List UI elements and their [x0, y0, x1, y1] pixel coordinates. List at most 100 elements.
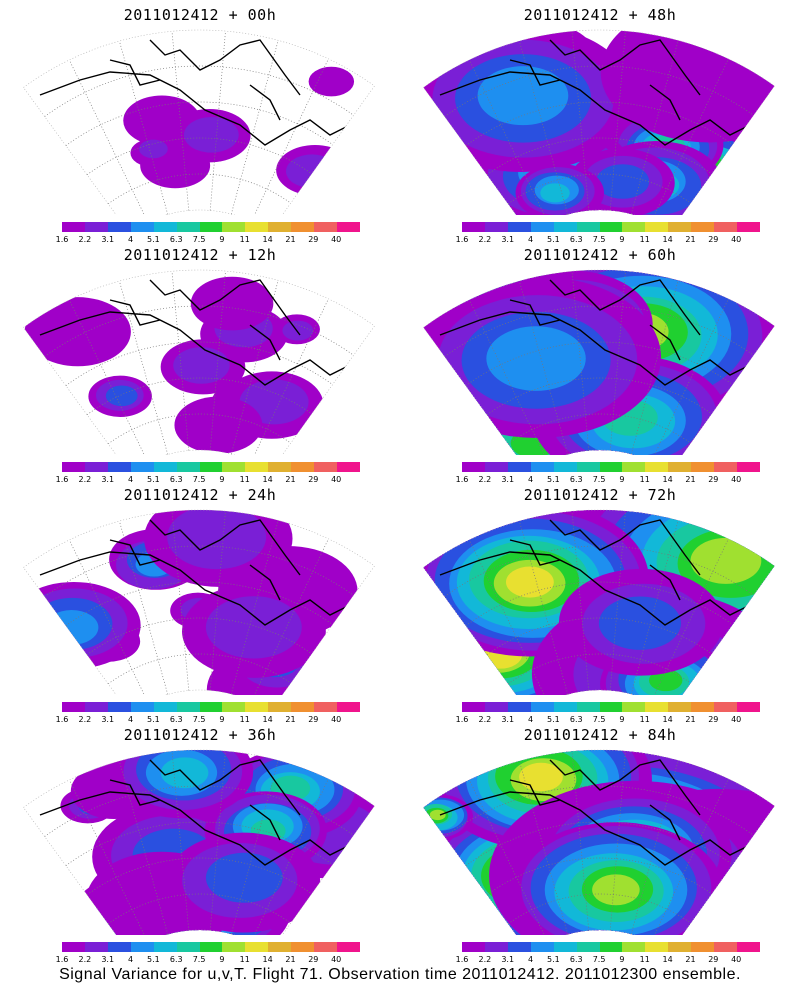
colorbar-label: 7.5: [592, 475, 606, 484]
colorbar: [462, 222, 760, 234]
colorbar-segment: [337, 942, 360, 952]
colorbar-segment: [199, 702, 223, 712]
colorbar-label: 40: [331, 475, 342, 484]
colorbar-label: 29: [708, 235, 719, 244]
colorbar-segment: [737, 222, 760, 232]
longitude-line: [630, 280, 679, 455]
variance-map: [23, 509, 375, 695]
colorbar-segment: [291, 942, 315, 952]
longitude-line: [171, 31, 190, 211]
colorbar: [62, 462, 360, 474]
colorbar-segment: [268, 702, 292, 712]
colorbar-label: 3.1: [101, 235, 115, 244]
longitude-line: [171, 271, 190, 451]
latitude-line: [486, 857, 712, 896]
colorbar-segment: [507, 462, 531, 472]
latitude-line: [465, 581, 733, 626]
longitude-line: [209, 31, 226, 211]
colorbar-label: 9: [219, 475, 225, 484]
colorbar-segment: [130, 702, 154, 712]
colorbar-label: 2.2: [78, 955, 92, 964]
variance-contour: [174, 396, 263, 454]
colorbar-labels: 1.6 2.2 3.1 4 5.1 6.3 7.5 9 11 14 21 29 40: [52, 955, 372, 967]
colorbar-segment: [553, 942, 577, 952]
colorbar-segment: [222, 222, 246, 232]
colorbar-segment: [268, 942, 292, 952]
longitude-line: [171, 751, 190, 931]
colorbar-label: 21: [685, 475, 696, 484]
coastline: [39, 519, 351, 626]
colorbar-segment: [645, 942, 669, 952]
variance-contour: [286, 154, 338, 189]
longitude-line: [571, 31, 590, 211]
colorbar-label: 11: [239, 955, 250, 964]
colorbar-segment: [176, 462, 200, 472]
panel-title: 2011012412 + 72h: [523, 486, 677, 504]
colorbar-segment: [199, 462, 223, 472]
colorbar-segment: [599, 942, 623, 952]
map-panel: 2011012412 + 48h 1.6 2.2 3.1 4 5.1 6.3 7.5 9 11 14…: [400, 0, 800, 250]
colorbar-segment: [714, 702, 738, 712]
colorbar-segment: [737, 702, 760, 712]
map-panel: 2011012412 + 60h 1.6 2.2 3.1 4 5.1 6.3 7.5 9 11 14…: [400, 240, 800, 490]
colorbar-segment: [245, 702, 269, 712]
colorbar-label: 14: [262, 955, 273, 964]
colorbar-segment: [153, 942, 177, 952]
colorbar-segment: [691, 222, 715, 232]
coastline: [39, 39, 351, 146]
longitude-line: [230, 520, 279, 695]
colorbar-label: 2.2: [478, 715, 492, 724]
colorbar-label: 9: [219, 955, 225, 964]
latitude-line: [65, 341, 333, 386]
colorbar-segment: [245, 462, 269, 472]
colorbar-label: 21: [285, 955, 296, 964]
panel-title: 2011012412 + 24h: [123, 486, 277, 504]
colorbar-label: 21: [685, 235, 696, 244]
colorbar-label: 6.3: [569, 715, 583, 724]
colorbar-segment: [62, 462, 85, 472]
colorbar-segment: [222, 942, 246, 952]
colorbar-label: 5.1: [147, 235, 160, 244]
colorbar-label: 5.1: [547, 715, 560, 724]
colorbar-label: 40: [731, 715, 742, 724]
map-panel: 2011012412 + 72h 1.6 2.2 3.1 4 5.1 6.3 7.5 9 11 14…: [400, 480, 800, 730]
colorbar-label: 1.6: [55, 475, 69, 484]
panel-title: 2011012412 + 48h: [523, 6, 677, 24]
colorbar-segment: [130, 942, 154, 952]
variance-contour: [429, 809, 446, 821]
variance-contour: [540, 183, 570, 203]
colorbar-label: 3.1: [101, 715, 115, 724]
colorbar-segment: [576, 462, 600, 472]
map-panel: 2011012412 + 12h 1.6 2.2 3.1 4 5.1 6.3 7.5 9 11 14…: [0, 240, 400, 490]
longitude-line: [630, 520, 679, 695]
panel-title: 2011012412 + 00h: [123, 6, 277, 24]
map-panel: 2011012412 + 36h 1.6 2.2 3.1 4 5.1 6.3 7.5 9 11 14…: [0, 720, 400, 970]
variance-contour: [308, 66, 355, 97]
latitude-line: [65, 821, 333, 866]
colorbar-label: 29: [308, 715, 319, 724]
colorbar-segment: [107, 222, 131, 232]
colorbar-segment: [622, 942, 646, 952]
colorbar-segment: [291, 702, 315, 712]
colorbar-segment: [337, 702, 360, 712]
colorbar: [62, 222, 360, 234]
colorbar-segment: [84, 462, 108, 472]
colorbar-label: 2.2: [478, 955, 492, 964]
colorbar: [462, 702, 760, 714]
colorbar-segment: [553, 222, 577, 232]
variance-contour: [105, 385, 138, 407]
colorbar-label: 11: [239, 475, 250, 484]
colorbar-segment: [130, 222, 154, 232]
colorbar-label: 11: [639, 235, 650, 244]
variance-map: [23, 749, 375, 935]
coastline: [439, 759, 751, 866]
colorbar-segment: [268, 462, 292, 472]
colorbar-label: 5.1: [547, 235, 560, 244]
colorbar-segment: [107, 462, 131, 472]
colorbar-label: 3.1: [101, 475, 115, 484]
colorbar-label: 21: [685, 955, 696, 964]
colorbar-segment: [576, 702, 600, 712]
colorbar-label: 14: [262, 715, 273, 724]
panel-title: 2011012412 + 36h: [123, 726, 277, 744]
colorbar-segment: [599, 702, 623, 712]
